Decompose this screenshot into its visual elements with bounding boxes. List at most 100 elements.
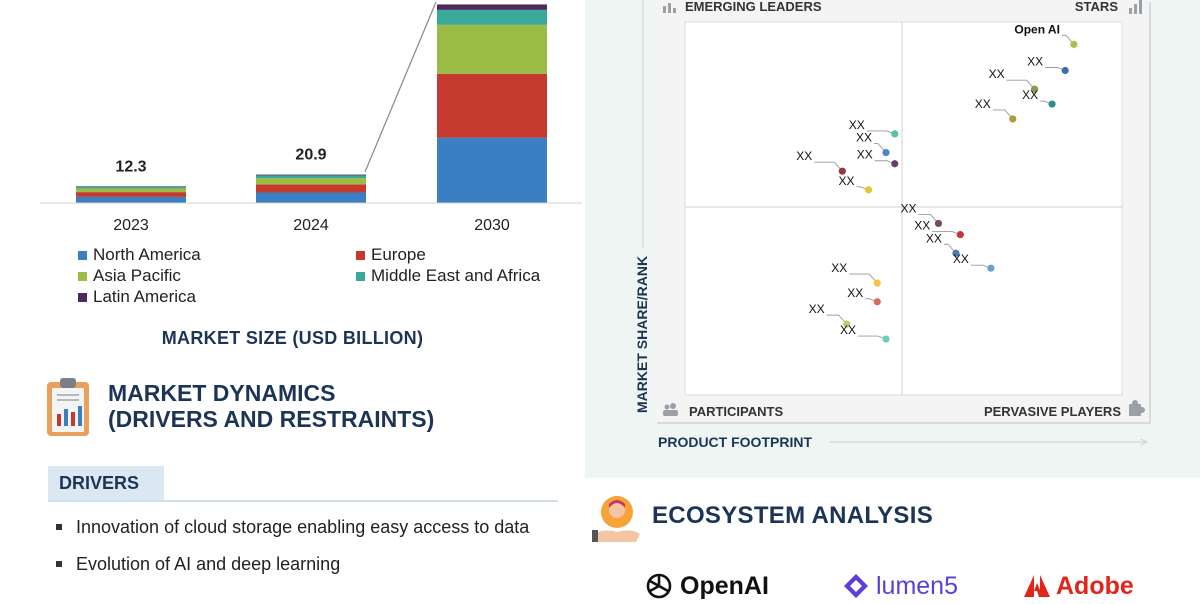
adobe-a-icon bbox=[1024, 575, 1050, 597]
lumen5-logo: lumen5 bbox=[842, 568, 958, 604]
point-leader-line bbox=[826, 314, 848, 325]
company-point bbox=[838, 167, 846, 175]
quadrant-label-participants: PARTICIPANTS bbox=[689, 404, 783, 419]
openai-logo: OpenAI bbox=[642, 568, 769, 604]
company-point bbox=[987, 264, 995, 272]
adobe-logo-text: Adobe bbox=[1056, 571, 1134, 600]
bar-segment bbox=[256, 192, 366, 203]
bar-segment bbox=[256, 175, 366, 179]
legend-label: Europe bbox=[371, 245, 426, 264]
point-leader-line bbox=[814, 161, 843, 172]
x-tick-label: 2023 bbox=[113, 217, 149, 234]
title-line-1: MARKET DYNAMICS bbox=[108, 380, 336, 406]
bar-segment bbox=[76, 186, 186, 189]
point-leader-line bbox=[849, 273, 878, 284]
point-label: XX bbox=[926, 231, 942, 245]
puzzle-icon bbox=[1129, 400, 1145, 416]
point-label: XX bbox=[840, 323, 856, 337]
y-axis-label: MARKET SHARE/RANK bbox=[634, 256, 650, 413]
legend-label: North America bbox=[93, 245, 201, 264]
legend-asia-pacific: Asia Pacific bbox=[78, 266, 181, 286]
bar-segment bbox=[76, 186, 186, 187]
lumen5-logo-text: lumen5 bbox=[876, 571, 958, 600]
point-label: XX bbox=[856, 131, 872, 145]
legend-swatch bbox=[78, 271, 87, 281]
legend-middle-east-africa: Middle East and Africa bbox=[356, 266, 540, 286]
point-label: XX bbox=[914, 219, 930, 233]
point-label: XX bbox=[849, 118, 865, 132]
company-point bbox=[891, 130, 899, 138]
bar-segment bbox=[76, 192, 186, 197]
company-point bbox=[952, 249, 960, 257]
company-point bbox=[873, 298, 881, 306]
point-label: Open AI bbox=[1014, 22, 1060, 36]
legend-swatch bbox=[78, 250, 87, 260]
company-point bbox=[956, 231, 964, 239]
point-label: XX bbox=[900, 201, 916, 215]
bar-segment bbox=[256, 174, 366, 176]
point-label: XX bbox=[831, 261, 847, 275]
bar-segment bbox=[76, 188, 186, 193]
x-tick-label: 2030 bbox=[474, 217, 510, 234]
company-point bbox=[882, 148, 890, 157]
quadrant-label-emerging-leaders: EMERGING LEADERS bbox=[685, 0, 822, 14]
point-label: XX bbox=[839, 174, 855, 188]
point-label: XX bbox=[857, 148, 873, 162]
title-line-2: (DRIVERS AND RESTRAINTS) bbox=[108, 406, 435, 432]
point-label: XX bbox=[796, 149, 812, 163]
company-evaluation-quadrant: EMERGING LEADERS STARS PARTICIPANTS PERV… bbox=[634, 0, 1151, 450]
company-point bbox=[934, 219, 943, 228]
driver-item: Innovation of cloud storage enabling eas… bbox=[56, 516, 556, 539]
quadrant-label-stars: STARS bbox=[1075, 0, 1118, 14]
driver-item: Evolution of AI and deep learning bbox=[56, 553, 556, 576]
quadrant-label-pervasive-players: PERVASIVE PLAYERS bbox=[984, 404, 1121, 419]
legend-label: Latin America bbox=[93, 287, 196, 306]
bar-total-label: 12.3 bbox=[115, 158, 146, 175]
company-point bbox=[864, 186, 873, 194]
market-size-chart: 2023 12.3 2024 20.9 2030 bbox=[40, 1, 582, 234]
point-label: XX bbox=[975, 97, 991, 111]
point-label: XX bbox=[847, 286, 863, 300]
legend-europe: Europe bbox=[356, 245, 426, 265]
company-point bbox=[1031, 85, 1039, 93]
company-point bbox=[873, 279, 881, 287]
legend-latin-america: Latin America bbox=[78, 287, 196, 307]
point-leader-line bbox=[1061, 34, 1075, 45]
ecosystem-person-icon bbox=[592, 496, 640, 542]
x-axis-label: PRODUCT FOOTPRINT bbox=[658, 434, 812, 450]
point-leader-line bbox=[1006, 79, 1035, 90]
emerging-leaders-icon bbox=[663, 3, 676, 13]
bar-segment bbox=[437, 9, 547, 25]
x-axis-arrowhead bbox=[1140, 438, 1149, 446]
ecosystem-analysis-title: ECOSYSTEM ANALYSIS bbox=[652, 502, 934, 529]
bar-segment bbox=[76, 196, 186, 203]
point-label: XX bbox=[1022, 88, 1038, 102]
point-label: XX bbox=[989, 67, 1005, 81]
quadrant-plot-area bbox=[684, 21, 1123, 396]
stars-icon bbox=[1129, 0, 1142, 14]
bar-segment bbox=[437, 73, 547, 138]
left-column: 2023 12.3 2024 20.9 2030 North America Europ… bbox=[0, 0, 585, 600]
legend-label: Asia Pacific bbox=[93, 266, 181, 285]
company-point bbox=[891, 160, 899, 168]
company-point bbox=[843, 320, 851, 328]
drivers-header: DRIVERS bbox=[48, 466, 558, 502]
point-leader-line bbox=[992, 109, 1014, 120]
bar-segment bbox=[256, 184, 366, 193]
clipboard-chart-icon bbox=[47, 378, 89, 436]
company-point bbox=[1070, 40, 1078, 48]
drivers-list: Innovation of cloud storage enabling eas… bbox=[56, 516, 556, 590]
lumen5-diamond-icon bbox=[844, 574, 868, 598]
point-label: XX bbox=[1027, 54, 1043, 68]
bar-segment bbox=[256, 178, 366, 185]
legend-label: Middle East and Africa bbox=[371, 266, 541, 285]
market-dynamics-title: MARKET DYNAMICS (DRIVERS AND RESTRAINTS) bbox=[108, 380, 434, 432]
drivers-tab[interactable]: DRIVERS bbox=[48, 466, 164, 500]
legend-swatch bbox=[356, 271, 365, 281]
chart-caption: MARKET SIZE (USD BILLION) bbox=[161, 328, 424, 348]
openai-logo-text: OpenAI bbox=[680, 571, 769, 600]
legend-swatch bbox=[356, 250, 365, 260]
company-point bbox=[1061, 66, 1069, 75]
company-point bbox=[1009, 115, 1017, 123]
legend-north-america: North America bbox=[78, 245, 201, 265]
